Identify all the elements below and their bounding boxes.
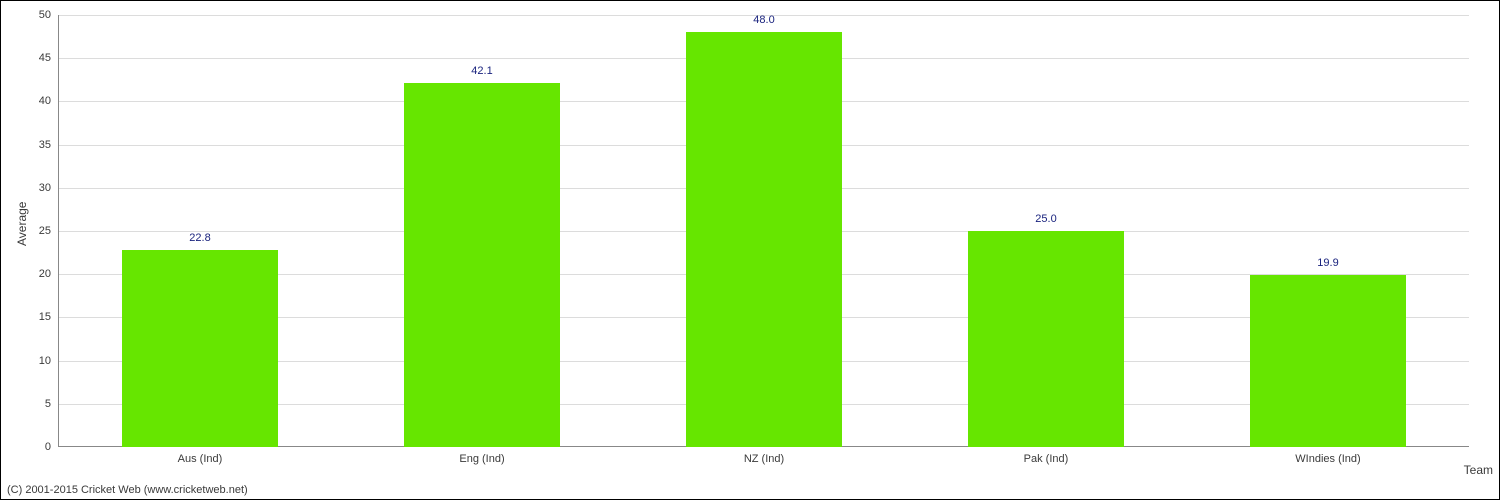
- plot-area: 0510152025303540455022.8Aus (Ind)42.1Eng…: [59, 15, 1469, 447]
- chart-frame: 0510152025303540455022.8Aus (Ind)42.1Eng…: [0, 0, 1500, 500]
- bar-value-label: 19.9: [1187, 257, 1469, 269]
- x-tick-label: Pak (Ind): [905, 453, 1187, 465]
- bar-value-label: 42.1: [341, 65, 623, 77]
- x-tick-label: Eng (Ind): [341, 453, 623, 465]
- bar-slot: 48.0NZ (Ind): [623, 15, 905, 447]
- bar: [968, 231, 1123, 447]
- y-tick-label: 5: [11, 398, 51, 410]
- x-tick-label: WIndies (Ind): [1187, 453, 1469, 465]
- y-tick-label: 40: [11, 95, 51, 107]
- bar-value-label: 22.8: [59, 232, 341, 244]
- copyright-text: (C) 2001-2015 Cricket Web (www.cricketwe…: [7, 484, 248, 496]
- y-tick-label: 45: [11, 52, 51, 64]
- bar: [686, 32, 841, 447]
- bar: [1250, 275, 1405, 447]
- bar-slot: 22.8Aus (Ind): [59, 15, 341, 447]
- bar-slot: 42.1Eng (Ind): [341, 15, 623, 447]
- y-tick-label: 20: [11, 268, 51, 280]
- y-tick-label: 35: [11, 139, 51, 151]
- x-tick-label: Aus (Ind): [59, 453, 341, 465]
- x-tick-label: NZ (Ind): [623, 453, 905, 465]
- y-tick-label: 0: [11, 441, 51, 453]
- bar-slot: 19.9WIndies (Ind): [1187, 15, 1469, 447]
- bar: [122, 250, 277, 447]
- bar-value-label: 25.0: [905, 213, 1187, 225]
- bar: [404, 83, 559, 447]
- y-tick-label: 15: [11, 311, 51, 323]
- bar-value-label: 48.0: [623, 14, 905, 26]
- y-tick-label: 30: [11, 182, 51, 194]
- y-tick-label: 50: [11, 9, 51, 21]
- bar-slot: 25.0Pak (Ind): [905, 15, 1187, 447]
- y-axis-title: Average: [15, 202, 29, 246]
- x-axis-title: Team: [1464, 463, 1493, 477]
- y-tick-label: 10: [11, 355, 51, 367]
